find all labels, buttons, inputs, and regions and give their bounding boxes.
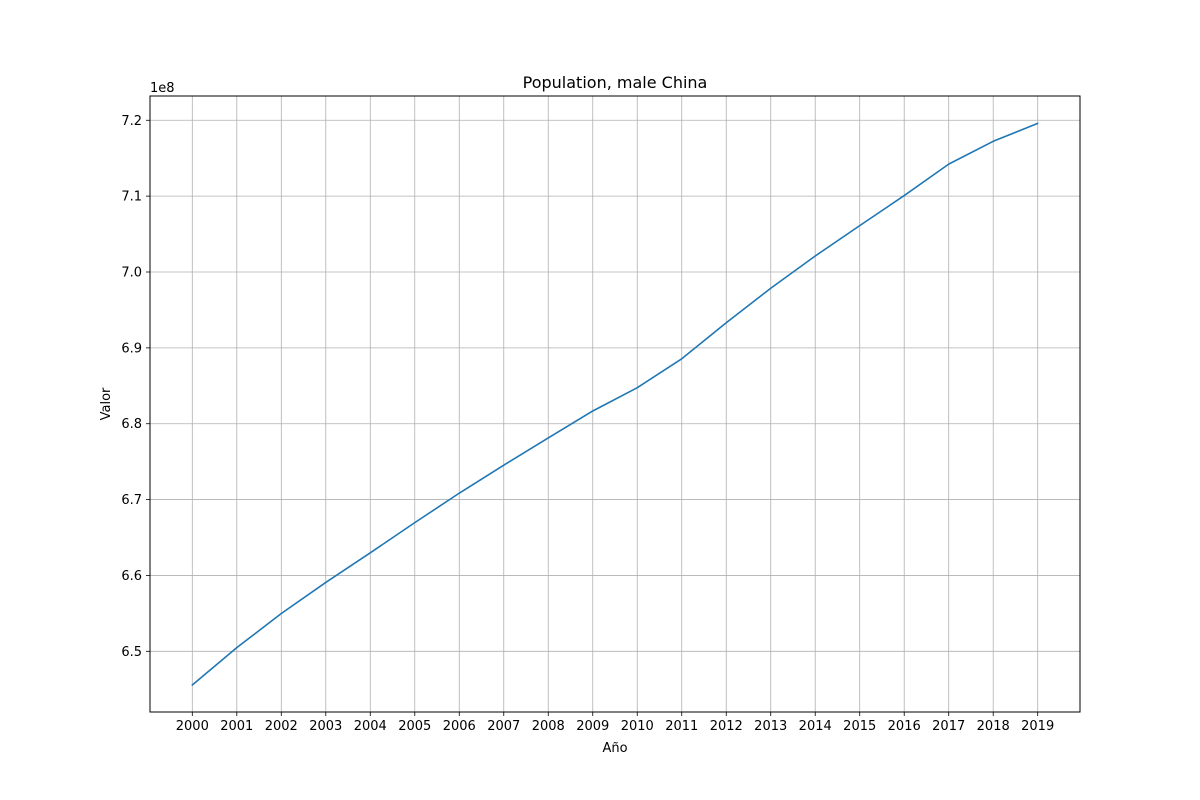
x-tick-label: 2019 [1021,719,1054,734]
y-axis-label: Valor [99,387,114,420]
y-tick-label: 7.1 [121,190,142,205]
x-tick-label: 2006 [443,719,476,734]
y-tick-label: 6.7 [121,493,142,508]
x-tick-label: 2002 [265,719,298,734]
x-tick-label: 2004 [354,719,387,734]
y-tick-label: 6.8 [121,417,142,432]
y-tick-label: 6.6 [121,569,142,584]
y-tick-label: 7.0 [121,266,142,281]
x-tick-label: 2000 [176,719,209,734]
x-tick-label: 2014 [799,719,832,734]
x-tick-label: 2007 [487,719,520,734]
y-axis-offset-label: 1e8 [150,81,175,96]
x-tick-label: 2011 [665,719,698,734]
x-tick-label: 2012 [710,719,743,734]
x-tick-label: 2013 [754,719,787,734]
grid-lines [150,96,1080,712]
x-axis-label: Año [602,741,627,756]
x-tick-label: 2005 [398,719,431,734]
x-tick-label: 2009 [576,719,609,734]
series-layer [191,122,1039,686]
x-tick-label: 2008 [532,719,565,734]
y-tick-label: 7.2 [121,114,142,129]
x-tick-label: 2015 [843,719,876,734]
x-tick-label: 2010 [621,719,654,734]
y-tick-label: 6.5 [121,645,142,660]
x-tick-label: 2017 [932,719,965,734]
series-line [191,122,1039,686]
y-tick-label: 6.9 [121,341,142,356]
y-axis-ticks: 6.5 6.6 6.7 6.8 6.9 7.0 7.1 7.2 [121,114,150,660]
x-tick-label: 2018 [977,719,1010,734]
x-tick-label: 2016 [888,719,921,734]
x-tick-label: 2001 [220,719,253,734]
x-tick-label: 2003 [309,719,342,734]
chart-title: Population, male China [523,73,708,92]
plot-frame [149,95,1081,713]
x-axis-ticks: 2000 2001 2002 2003 2004 2005 2006 2007 2008 2009… [176,712,1054,734]
